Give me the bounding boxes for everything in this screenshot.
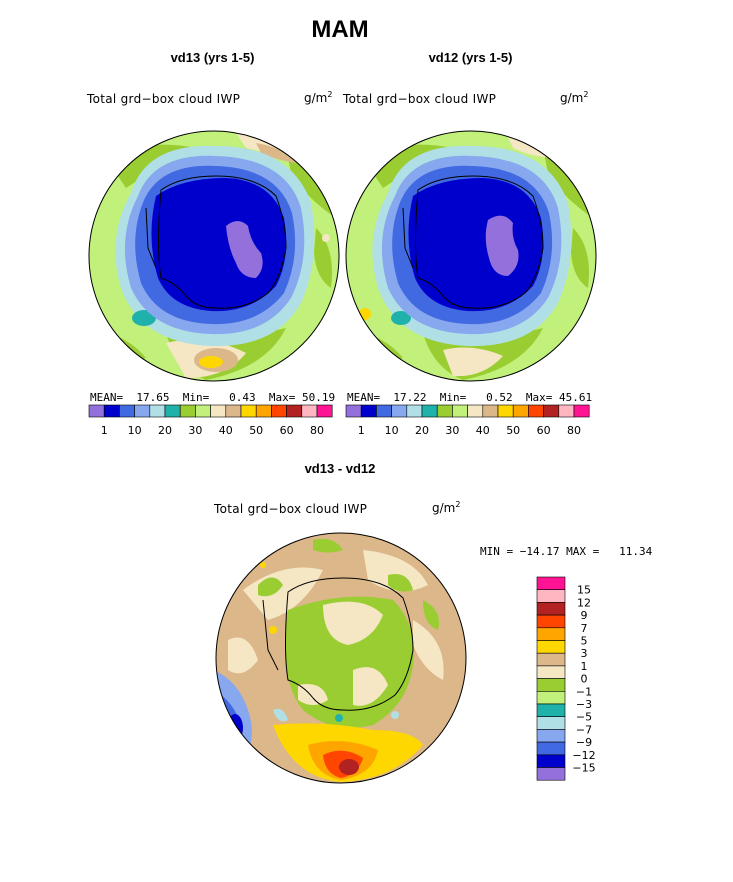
colorbar-diff-tick-label: 3 xyxy=(581,647,588,660)
colorbar-right-swatch xyxy=(376,404,392,418)
colorbar-left-swatch xyxy=(271,404,287,418)
colorbar-diff-swatch xyxy=(536,627,566,641)
colorbar-diff-swatch xyxy=(536,703,566,717)
colorbar-left-swatch xyxy=(210,404,227,418)
panel-right-subtitle: vd12 (yrs 1-5) xyxy=(428,50,513,65)
diff-units: g/m2 xyxy=(432,500,461,515)
colorbar-left-tick-label: 40 xyxy=(219,424,233,437)
colorbar-left-swatch xyxy=(88,404,105,418)
colorbar-diff-swatch xyxy=(536,691,566,705)
colorbar-right-swatch xyxy=(436,404,453,418)
colorbar-diff-tick-label: −15 xyxy=(572,762,595,775)
colorbar-left-swatch xyxy=(149,404,166,418)
colorbar-diff-swatch xyxy=(536,678,566,692)
colorbar-right-swatch xyxy=(558,404,575,418)
colorbar-right-swatch xyxy=(360,404,377,418)
map-vd12 xyxy=(345,130,597,382)
colorbar-left-swatch xyxy=(164,404,181,418)
colorbar-right-tick-label: 50 xyxy=(506,424,520,437)
colorbar-right-swatch xyxy=(482,404,499,418)
colorbar-left-tick-label: 60 xyxy=(280,424,294,437)
colorbar-left-tick-label: 10 xyxy=(128,424,142,437)
colorbar-right-swatch xyxy=(497,404,514,418)
colorbar-right-swatch xyxy=(406,404,423,418)
colorbar-right-swatch xyxy=(421,404,438,418)
colorbar-diff-swatch xyxy=(536,602,566,616)
panel-right-stats: MEAN= 17.22 Min= 0.52 Max= 45.61 xyxy=(347,391,593,404)
colorbar-right-tick-label: 30 xyxy=(445,424,459,437)
colorbar-right-tick-label: 80 xyxy=(567,424,581,437)
colorbar-diff-tick-label: −5 xyxy=(576,711,592,724)
colorbar-diff-swatch xyxy=(536,665,566,679)
panel-left-stats: MEAN= 17.65 Min= 0.43 Max= 50.19 xyxy=(90,391,336,404)
colorbar-left-swatch xyxy=(119,404,135,418)
colorbar-diff-tick-label: 15 xyxy=(577,584,591,597)
colorbar-right-tick-label: 1 xyxy=(358,424,365,437)
diff-minmax: MIN = −14.17 MAX = 11.34 xyxy=(480,545,653,558)
panel-left-subtitle: vd13 (yrs 1-5) xyxy=(170,50,255,65)
colorbar-left-swatch xyxy=(240,404,257,418)
colorbar-right-tick-label: 20 xyxy=(415,424,429,437)
colorbar-right-swatch xyxy=(543,404,560,418)
colorbar-diff-tick-label: −3 xyxy=(576,698,592,711)
colorbar-left-tick-label: 30 xyxy=(188,424,202,437)
colorbar-left-swatch xyxy=(195,404,211,418)
colorbar-diff-tick-label: 7 xyxy=(581,622,588,635)
colorbar-left-swatch xyxy=(255,404,272,418)
colorbar-left-swatch xyxy=(103,404,120,418)
colorbar-right-swatch xyxy=(391,404,408,418)
colorbar-diff-swatch xyxy=(536,589,566,603)
map-vd13 xyxy=(88,130,340,382)
colorbar-left-tick-label: 1 xyxy=(101,424,108,437)
panel-right-field-label: Total grd−box cloud IWP xyxy=(343,92,497,106)
colorbar-diff-swatch xyxy=(536,652,566,667)
colorbar-diff-tick-label: 5 xyxy=(581,635,588,648)
colorbar-right-swatch xyxy=(573,404,590,418)
colorbar-diff-swatch xyxy=(536,754,566,768)
colorbar-right-swatch xyxy=(467,404,484,418)
colorbar-diff-tick-label: −7 xyxy=(576,723,592,736)
colorbar-right-swatch xyxy=(452,404,468,418)
panel-left-field-label: Total grd−box cloud IWP xyxy=(87,92,241,106)
colorbar-diff-tick-label: −9 xyxy=(576,736,592,749)
colorbar-right-tick-label: 40 xyxy=(476,424,490,437)
colorbar-diff-swatch xyxy=(536,729,566,743)
colorbar-diff-tick-label: −12 xyxy=(572,749,595,762)
colorbar-left-tick-label: 50 xyxy=(249,424,263,437)
colorbar-diff-tick-label: −1 xyxy=(576,685,592,698)
colorbar-diff-swatch xyxy=(536,716,566,730)
colorbar-right-swatch xyxy=(528,404,544,418)
colorbar-diff-tick-label: 9 xyxy=(581,609,588,622)
colorbar-diff-tick-label: 1 xyxy=(581,660,588,673)
colorbar-left-swatch xyxy=(301,404,318,418)
colorbar-right-swatch xyxy=(512,404,529,418)
colorbar-left-tick-label: 80 xyxy=(310,424,324,437)
colorbar-right-tick-label: 60 xyxy=(537,424,551,437)
colorbar-left-swatch xyxy=(179,404,196,418)
colorbar-left-swatch xyxy=(286,404,303,418)
colorbar-diff-swatch xyxy=(536,614,566,629)
diff-subtitle: vd13 - vd12 xyxy=(304,461,376,476)
page-title: MAM xyxy=(311,16,369,43)
colorbar-left-swatch xyxy=(134,404,151,418)
map-diff xyxy=(215,532,467,784)
colorbar-diff-swatch xyxy=(536,576,566,590)
colorbar-diff-tick-label: 12 xyxy=(577,596,591,609)
colorbar-diff-tick-label: 0 xyxy=(581,673,588,686)
colorbar-left-tick-label: 20 xyxy=(158,424,172,437)
panel-right-units: g/m2 xyxy=(560,90,589,105)
colorbar-left: 1 10 20 30 40 50 60 80 xyxy=(88,404,333,437)
colorbar-right: 1 10 20 30 40 50 60 80 xyxy=(345,404,590,437)
colorbar-right-swatch xyxy=(345,404,362,418)
colorbar-left-swatch xyxy=(225,404,242,418)
colorbar-diff-swatch xyxy=(536,767,566,781)
colorbar-diff-swatch xyxy=(536,640,566,654)
panel-left-units: g/m2 xyxy=(304,90,333,105)
diff-field-label: Total grd−box cloud IWP xyxy=(214,502,368,516)
colorbar-left-swatch xyxy=(316,404,333,418)
colorbar-right-tick-label: 10 xyxy=(385,424,399,437)
colorbar-diff-swatch xyxy=(536,741,566,756)
